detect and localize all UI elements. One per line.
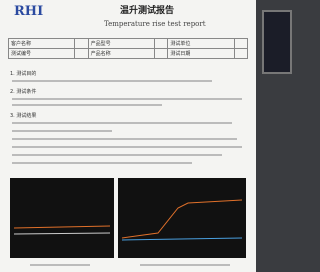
cell: 测试单位 bbox=[168, 39, 234, 49]
curve bbox=[14, 233, 110, 234]
chart-image bbox=[10, 178, 114, 258]
text-line bbox=[12, 122, 232, 124]
device-photo bbox=[262, 10, 292, 74]
text-line bbox=[12, 104, 162, 106]
text-line bbox=[12, 162, 192, 164]
logo: RHI bbox=[14, 4, 43, 19]
text-line bbox=[12, 130, 112, 132]
screenshot: RHI 温升测试报告 Temperature rise test report … bbox=[0, 0, 290, 272]
section-heading: 2. 测试条件 bbox=[10, 88, 36, 95]
section-heading: 1. 测试目的 bbox=[10, 70, 36, 77]
curve bbox=[122, 238, 242, 240]
title: 温升测试报告 bbox=[120, 3, 174, 16]
cell: 客户名称 bbox=[9, 39, 75, 49]
cell: 测试编号 bbox=[9, 49, 75, 59]
cell: 产品型号 bbox=[88, 39, 154, 49]
info-table: 客户名称 产品型号 测试单位 测试编号 产品名称 测试日期 bbox=[8, 38, 248, 59]
text-line bbox=[12, 98, 242, 100]
document: RHI 温升测试报告 Temperature rise test report … bbox=[0, 0, 256, 272]
subtitle: Temperature rise test report bbox=[104, 20, 206, 28]
curve bbox=[14, 226, 110, 228]
text-line bbox=[12, 146, 242, 148]
caption bbox=[30, 264, 90, 266]
caption bbox=[140, 264, 230, 266]
cell: 产品名称 bbox=[88, 49, 154, 59]
text-line bbox=[12, 80, 212, 82]
chart-image bbox=[118, 178, 246, 258]
cell: 测试日期 bbox=[168, 49, 234, 59]
text-line bbox=[12, 138, 237, 140]
text-line bbox=[12, 154, 222, 156]
section-heading: 3. 测试结果 bbox=[10, 112, 36, 119]
curve bbox=[122, 200, 242, 238]
